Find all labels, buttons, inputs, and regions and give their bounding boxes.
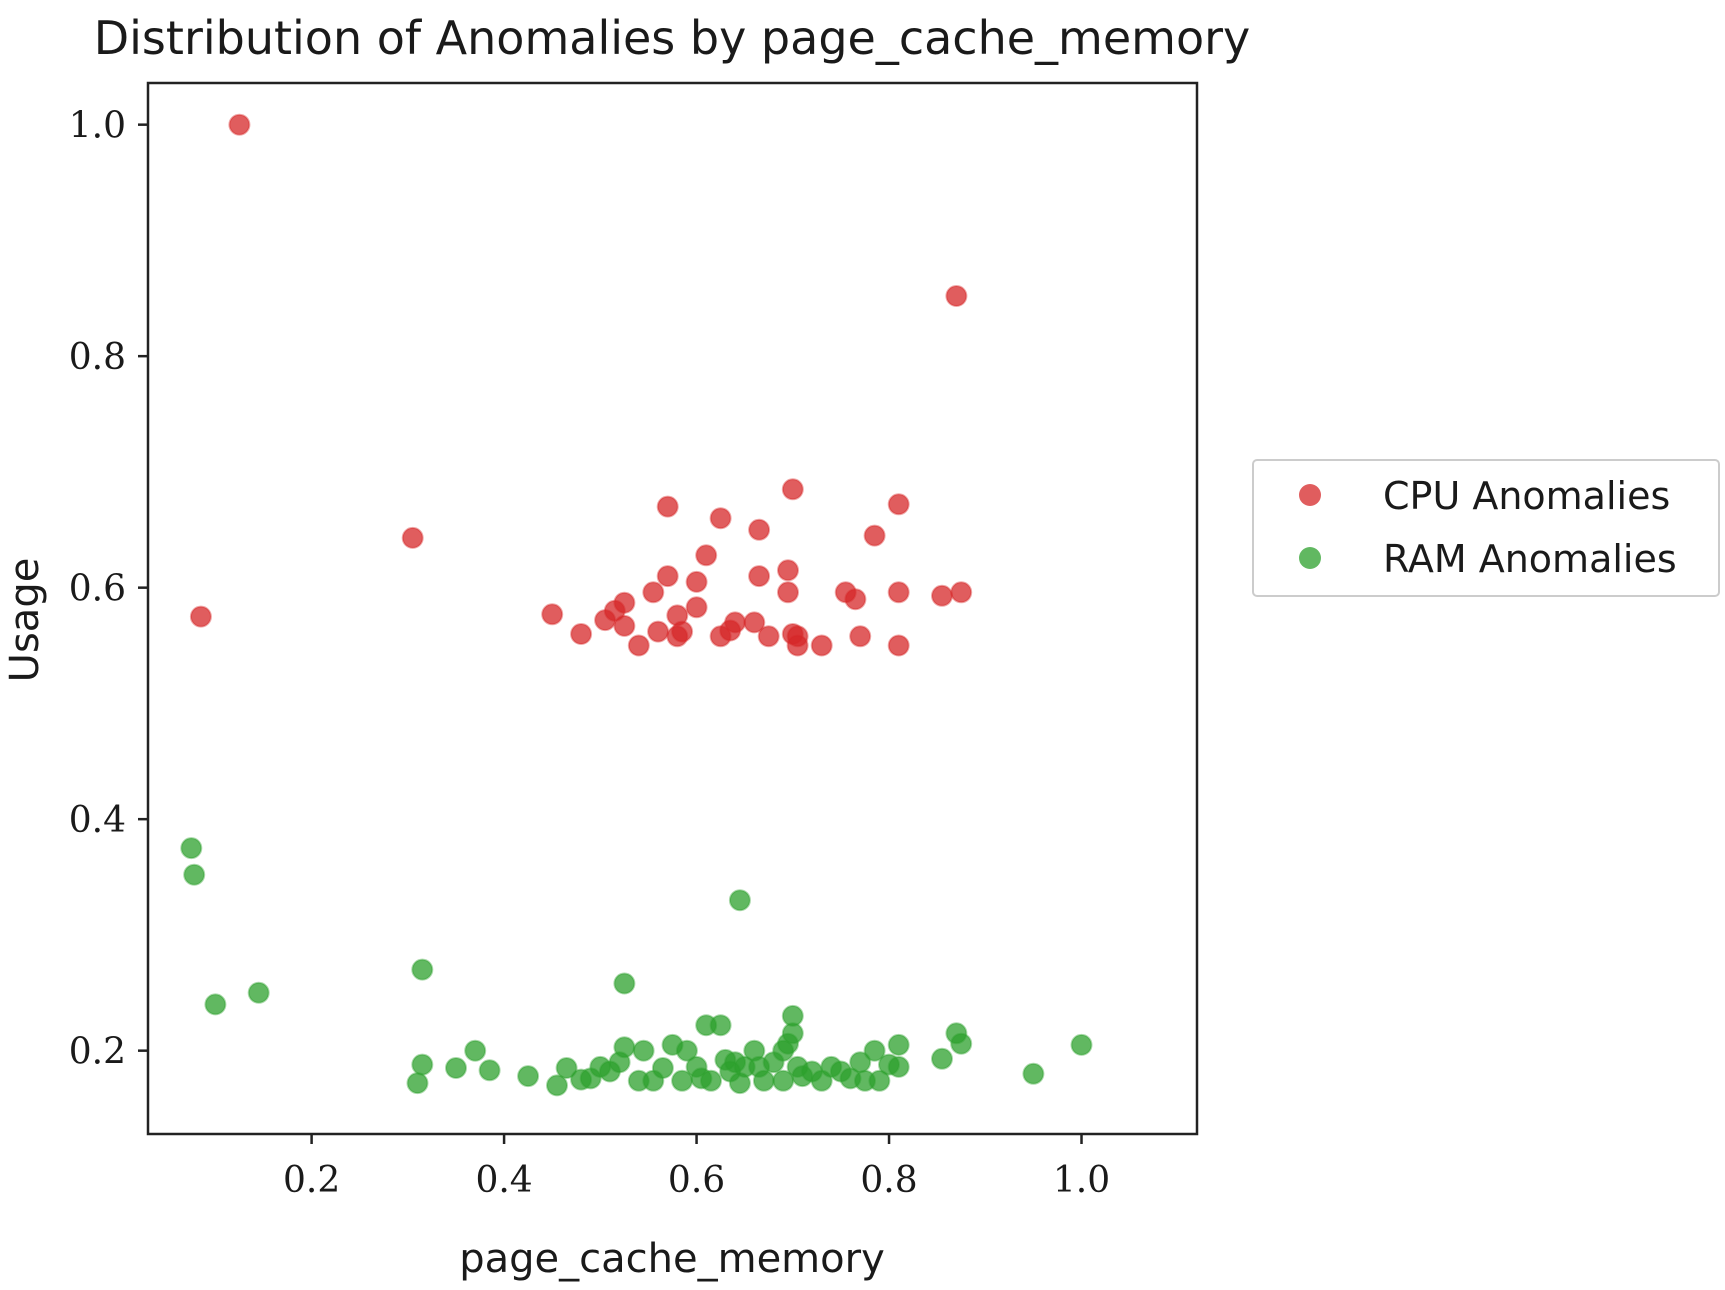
- data-point-cpu: [931, 584, 953, 607]
- data-point-ram: [464, 1039, 487, 1062]
- data-point-cpu: [786, 625, 809, 648]
- data-point-ram: [950, 1032, 973, 1055]
- x-tick-label: 0.8: [860, 1160, 917, 1201]
- y-axis-label: Usage: [2, 558, 48, 683]
- data-point-ram: [675, 1039, 698, 1062]
- data-point-ram: [863, 1039, 886, 1062]
- data-point-cpu: [709, 507, 732, 530]
- data-point-cpu: [685, 570, 708, 593]
- legend: CPU Anomalies RAM Anomalies: [1252, 459, 1720, 597]
- data-point-ram: [247, 981, 270, 1004]
- data-point-cpu: [887, 581, 910, 604]
- data-point-cpu: [656, 495, 679, 518]
- y-axis: 0.2 0.4 0.6 0.8 1.0: [69, 106, 148, 1073]
- data-point-cpu: [844, 588, 867, 611]
- data-point-cpu: [863, 524, 886, 547]
- legend-label-cpu: CPU Anomalies: [1383, 474, 1670, 518]
- data-point-ram: [810, 1069, 833, 1092]
- data-point-ram: [204, 993, 227, 1016]
- data-point-ram: [632, 1039, 655, 1062]
- series-ram: [180, 837, 1093, 1097]
- legend-marker-ram: [1299, 547, 1321, 569]
- data-point-ram: [772, 1069, 795, 1092]
- data-point-ram: [546, 1074, 568, 1097]
- data-point-ram: [887, 1055, 910, 1078]
- x-tick-label: 0.4: [475, 1160, 532, 1201]
- data-point-cpu: [757, 625, 780, 648]
- data-point-cpu: [748, 518, 771, 541]
- y-tick-label: 0.4: [69, 800, 126, 841]
- data-point-ram: [1070, 1033, 1093, 1056]
- x-axis-label: page_cache_memory: [459, 1236, 885, 1282]
- data-point-cpu: [685, 596, 708, 619]
- data-point-cpu: [887, 493, 910, 516]
- data-point-cpu: [570, 623, 593, 645]
- data-point-cpu: [748, 565, 771, 588]
- data-point-cpu: [613, 614, 636, 637]
- data-point-cpu: [724, 611, 747, 634]
- data-point-ram: [709, 1014, 732, 1037]
- data-point-ram: [887, 1033, 910, 1056]
- data-point-ram: [478, 1059, 501, 1082]
- legend-marker-cpu: [1299, 484, 1321, 506]
- data-point-ram: [700, 1069, 722, 1092]
- data-point-ram: [411, 958, 434, 981]
- data-point-ram: [406, 1072, 429, 1095]
- x-tick-label: 1.0: [1053, 1160, 1110, 1201]
- data-point-cpu: [627, 634, 650, 657]
- y-tick-label: 0.8: [69, 337, 126, 378]
- data-point-ram: [555, 1057, 578, 1079]
- chart-title: Distribution of Anomalies by page_cache_…: [94, 11, 1251, 65]
- data-point-cpu: [613, 591, 636, 614]
- data-point-ram: [613, 972, 636, 995]
- data-point-ram: [752, 1069, 775, 1092]
- data-point-cpu: [695, 544, 718, 567]
- data-point-ram: [180, 837, 203, 860]
- data-point-cpu: [189, 605, 212, 628]
- x-axis: 0.2 0.4 0.6 0.8 1.0: [283, 1134, 1110, 1201]
- data-point-cpu: [656, 565, 679, 588]
- data-point-cpu: [743, 611, 766, 634]
- y-tick-label: 0.2: [69, 1032, 126, 1073]
- data-point-ram: [411, 1053, 434, 1076]
- data-point-cpu: [781, 478, 804, 501]
- data-point-cpu: [541, 603, 564, 626]
- data-point-ram: [728, 889, 751, 912]
- data-point-ram: [651, 1057, 674, 1079]
- data-point-cpu: [945, 285, 968, 307]
- data-point-ram: [868, 1069, 891, 1092]
- data-point-cpu: [228, 113, 251, 136]
- data-point-cpu: [777, 559, 799, 582]
- y-tick-label: 1.0: [69, 106, 126, 147]
- data-point-cpu: [887, 634, 910, 657]
- x-tick-label: 0.6: [668, 1160, 725, 1201]
- data-point-ram: [931, 1047, 953, 1070]
- data-point-ram: [183, 863, 206, 886]
- data-point-cpu: [810, 634, 833, 657]
- legend-label-ram: RAM Anomalies: [1383, 537, 1677, 581]
- x-tick-label: 0.2: [283, 1160, 340, 1201]
- legend-box: [1252, 459, 1720, 597]
- data-point-cpu: [950, 581, 973, 604]
- data-point-ram: [445, 1057, 467, 1079]
- data-point-cpu: [401, 526, 424, 549]
- data-point-ram: [613, 1036, 636, 1059]
- data-point-cpu: [642, 581, 665, 604]
- data-point-ram: [781, 1004, 804, 1027]
- data-point-ram: [1022, 1062, 1045, 1085]
- data-point-cpu: [849, 625, 872, 648]
- plot-frame: [146, 81, 1199, 1136]
- data-point-cpu: [647, 620, 670, 643]
- data-point-cpu: [777, 581, 799, 604]
- series-cpu: [189, 113, 973, 657]
- points-layer: [180, 113, 1093, 1097]
- y-tick-label: 0.6: [69, 569, 126, 610]
- data-point-ram: [517, 1065, 540, 1088]
- data-point-cpu: [671, 620, 694, 643]
